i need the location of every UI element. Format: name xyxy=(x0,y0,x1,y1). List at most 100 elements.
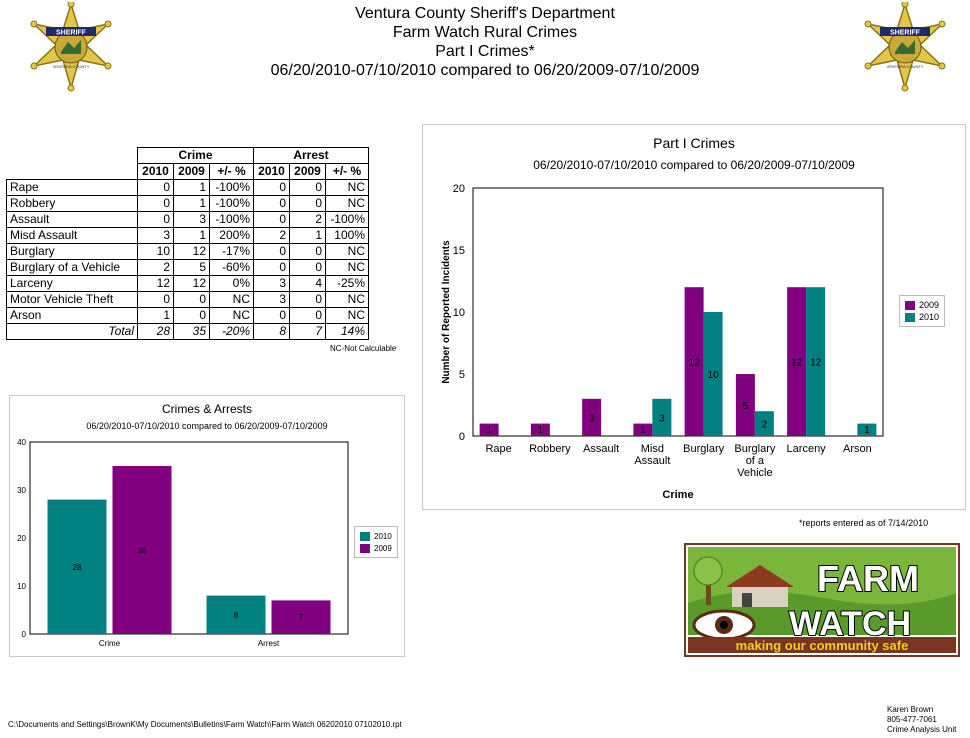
bar-value-label: 3 xyxy=(589,413,595,424)
bar-value-label: 12 xyxy=(810,358,822,369)
eye-icon xyxy=(692,609,756,641)
table-cell: 0 xyxy=(289,243,326,260)
reports-footnote: *reports entered as of 7/14/2010 xyxy=(799,518,929,528)
bar-2010-3 xyxy=(652,398,672,436)
bar-value-label: 1 xyxy=(486,425,492,436)
bar-value-label: 35 xyxy=(138,546,147,555)
legend-item-2009: 2009 xyxy=(905,299,939,311)
sheriff-badge-right-icon: SHERIFF VENTURA COUNTY xyxy=(864,2,946,92)
total-cell: 28 xyxy=(137,323,174,340)
farm-watch-logo: FARM WATCH making our community safe xyxy=(684,543,960,657)
bar-2010-crime xyxy=(47,499,107,634)
crime-type-label: Burglary xyxy=(6,243,138,260)
column-header: +/- % xyxy=(325,163,369,180)
table-cell: NC xyxy=(325,195,369,212)
table-cell: 2 xyxy=(253,227,290,244)
table-cell: 3 xyxy=(173,211,210,228)
x-category-label: Burglary xyxy=(683,443,724,455)
crime-type-label: Motor Vehicle Theft xyxy=(6,291,138,308)
bar-2009-4 xyxy=(684,287,704,436)
crime-type-label: Rape xyxy=(6,179,138,196)
table-cell: 4 xyxy=(289,275,326,292)
table-cell: 200% xyxy=(209,227,254,244)
bar-value-label: 12 xyxy=(689,358,701,369)
table-cell: 0 xyxy=(253,211,290,228)
table-cell: 10 xyxy=(137,243,174,260)
y-tick-label: 0 xyxy=(22,630,27,639)
header-date-range: 06/20/2010-07/10/2010 compared to 06/20/… xyxy=(270,62,700,79)
table-row: Misd Assault 3 1 200% 2 1 100% xyxy=(6,227,369,244)
table-cell: 3 xyxy=(137,227,174,244)
table-cell: -25% xyxy=(325,275,369,292)
header-agency: Ventura County Sheriff's Department xyxy=(355,5,615,22)
contact-name: Karen Brown xyxy=(887,705,934,714)
x-category-label: Arrest xyxy=(258,639,280,648)
part1-chart-subtitle: 06/20/2010-07/10/2010 compared to 06/20/… xyxy=(533,158,855,172)
tree-icon xyxy=(693,556,723,605)
table-cell: 2 xyxy=(289,211,326,228)
table-cell: 0 xyxy=(137,291,174,308)
table-cell: 12 xyxy=(137,275,174,292)
x-category-label: Robbery xyxy=(529,443,571,455)
x-category-label: Vehicle xyxy=(737,467,772,479)
table-row: Robbery 0 1 -100% 0 0 NC xyxy=(6,195,369,212)
x-category-label: Assault xyxy=(634,455,670,467)
svg-text:making our community safe: making our community safe xyxy=(736,638,909,653)
bar-2009-2 xyxy=(582,398,602,436)
table-row: Motor Vehicle Theft 0 0 NC 3 0 NC xyxy=(6,291,369,308)
crime-type-label: Burglary of a Vehicle xyxy=(6,259,138,276)
x-category-label: Burglary xyxy=(734,443,775,455)
table-cell: NC xyxy=(325,259,369,276)
table-cell: 3 xyxy=(253,291,290,308)
column-header: +/- % xyxy=(209,163,254,180)
svg-text:FARM: FARM xyxy=(817,558,919,599)
table-cell: 1 xyxy=(173,195,210,212)
table-cell: 3 xyxy=(253,275,290,292)
table-row: Larceny 12 12 0% 3 4 -25% xyxy=(6,275,369,292)
crimes-arrests-legend: 2010 2009 xyxy=(354,526,398,558)
table-cell: 2 xyxy=(137,259,174,276)
y-tick-label: 0 xyxy=(459,431,465,443)
table-cell: 5 xyxy=(173,259,210,276)
table-cell: 0 xyxy=(173,291,210,308)
contact-block: Karen Brown 805-477-7061 Crime Analysis … xyxy=(887,705,956,735)
bar-value-label: 1 xyxy=(538,425,544,436)
svg-text:VENTURA COUNTY: VENTURA COUNTY xyxy=(53,64,90,69)
y-axis-title: Number of Reported Incidents xyxy=(441,240,452,384)
column-header: 2010 xyxy=(253,163,290,180)
table-cell: 0 xyxy=(137,211,174,228)
report-header: Ventura County Sheriff's Department Farm… xyxy=(0,4,970,80)
total-cell: -20% xyxy=(209,323,254,340)
table-cell: 0 xyxy=(253,243,290,260)
table-cell: NC xyxy=(209,291,254,308)
table-total-row: Total 28 35 -20% 8 7 14% xyxy=(6,323,369,340)
x-category-label: of a xyxy=(746,455,765,467)
table-cell: 0 xyxy=(173,307,210,324)
table-row: Rape 0 1 -100% 0 0 NC xyxy=(6,179,369,196)
contact-unit: Crime Analysis Unit xyxy=(887,725,957,734)
table-cell: 1 xyxy=(173,179,210,196)
y-tick-label: 10 xyxy=(453,307,465,319)
bar-value-label: 2 xyxy=(762,420,768,431)
file-path: C:\Documents and Settings\BrownK\My Docu… xyxy=(8,720,402,729)
table-cell: 12 xyxy=(173,243,210,260)
table-cell: 0% xyxy=(209,275,254,292)
header-program: Farm Watch Rural Crimes xyxy=(392,24,578,41)
x-category-label: Larceny xyxy=(787,443,827,455)
header-subtitle: Part I Crimes* xyxy=(435,43,535,60)
total-label: Total xyxy=(6,323,138,340)
column-header: 2009 xyxy=(173,163,210,180)
svg-text:VENTURA COUNTY: VENTURA COUNTY xyxy=(887,64,924,69)
column-header: 2010 xyxy=(137,163,174,180)
bar-value-label: 5 xyxy=(743,401,749,412)
crime-type-label: Robbery xyxy=(6,195,138,212)
crime-arrest-table: Crime Arrest 2010 2009 +/- % 2010 2009 +… xyxy=(6,147,369,340)
bar-value-label: 1 xyxy=(864,425,870,436)
table-cell: -17% xyxy=(209,243,254,260)
table-cell: 1 xyxy=(289,227,326,244)
total-cell: 35 xyxy=(173,323,210,340)
bar-2009-1 xyxy=(530,423,550,436)
bar-value-label: 10 xyxy=(708,370,720,381)
bar-value-label: 12 xyxy=(791,358,803,369)
bar-2009-3 xyxy=(633,423,653,436)
